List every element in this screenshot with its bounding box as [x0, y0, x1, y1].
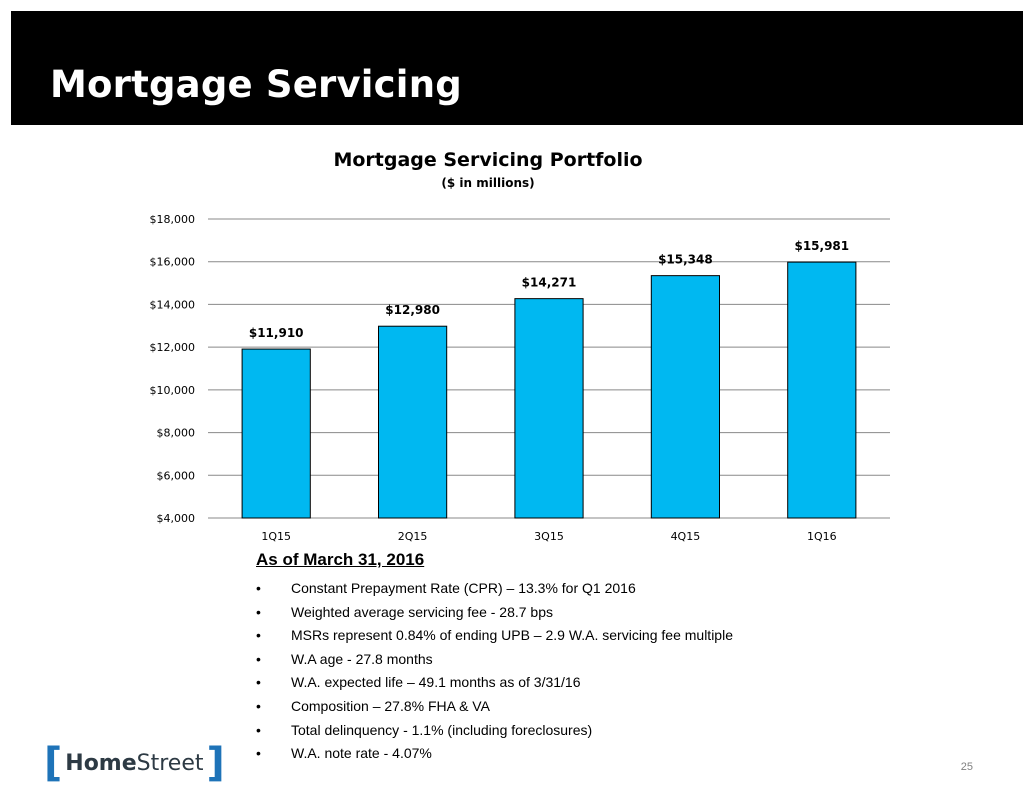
x-tick-label: 4Q15 — [671, 530, 701, 543]
y-tick-label: $16,000 — [150, 256, 196, 269]
y-tick-label: $10,000 — [150, 384, 196, 397]
list-item-text: W.A age - 27.8 months — [291, 650, 433, 667]
list-item-text: W.A. note rate - 4.07% — [291, 745, 432, 762]
bullet-mark: • — [256, 580, 261, 596]
bullet-mark: • — [256, 627, 261, 644]
x-tick-label: 1Q15 — [261, 530, 291, 543]
data-label: $15,348 — [658, 253, 713, 267]
y-tick-label: $6,000 — [157, 469, 196, 482]
list-item-text: Weighted average servicing fee - 28.7 bp… — [291, 603, 554, 620]
list-item: • W.A. note rate - 4.07% — [256, 742, 956, 766]
bars — [241, 261, 857, 519]
list-item: • Composition – 27.8% FHA & VA — [256, 695, 956, 719]
chart-title: Mortgage Servicing Portfolio — [333, 149, 642, 171]
bar — [241, 348, 311, 519]
data-label: $15,981 — [794, 239, 849, 253]
logo-text: HomeStreet — [65, 750, 204, 776]
y-axis-ticks: $4,000 $6,000 $8,000 $10,000 $12,000 $14,000 $… — [150, 213, 196, 525]
page-title: Mortgage Servicing — [50, 63, 462, 106]
y-tick-label: $18,000 — [150, 213, 196, 226]
list-item-text: W.A. expected life – 49.1 months as of 3… — [291, 674, 581, 691]
bar — [378, 325, 448, 519]
list-item-text: MSRs represent 0.84% of ending UPB – 2.9… — [291, 627, 733, 644]
data-label: $11,910 — [249, 326, 304, 340]
list-item: • Weighted average servicing fee - 28.7 b… — [256, 601, 956, 625]
logo-right-bracket: ] — [206, 740, 225, 786]
list-item-text: Composition – 27.8% FHA & VA — [291, 697, 490, 714]
logo-left-bracket: [ — [44, 740, 63, 786]
list-item-text: Constant Prepayment Rate (CPR) – 13.3% f… — [291, 580, 636, 596]
data-labels: $11,910 $12,980 $14,271 $15,348 $15,981 — [249, 239, 849, 340]
list-item: • W.A. expected life – 49.1 months as of … — [256, 671, 956, 695]
bullet-mark: • — [256, 603, 261, 620]
bar — [650, 275, 720, 519]
homestreet-logo: [ HomeStreet ] — [44, 740, 225, 786]
x-tick-label: 1Q16 — [807, 530, 837, 543]
y-tick-label: $8,000 — [157, 427, 196, 440]
data-label: $12,980 — [385, 303, 440, 317]
list-item: • Total delinquency - 1.1% (including for… — [256, 719, 956, 743]
list-item: • W.A age - 27.8 months — [256, 648, 956, 672]
notes-section: As of March 31, 2016 • Constant Prepaymen… — [256, 550, 956, 766]
data-label: $14,271 — [522, 276, 577, 290]
x-tick-label: 3Q15 — [534, 530, 564, 543]
chart-subtitle: ($ in millions) — [441, 176, 534, 190]
bar — [787, 261, 857, 519]
bullet-mark: • — [256, 674, 261, 691]
x-tick-label: 2Q15 — [398, 530, 428, 543]
notes-heading: As of March 31, 2016 — [256, 550, 425, 569]
list-item: • MSRs represent 0.84% of ending UPB – 2.… — [256, 624, 956, 648]
bar-chart: Mortgage Servicing Portfolio ($ in milli… — [150, 149, 890, 543]
list-item-text: Total delinquency - 1.1% (including fore… — [291, 721, 593, 738]
x-axis-ticks: 1Q15 2Q15 3Q15 4Q15 1Q16 — [261, 530, 836, 543]
y-tick-label: $12,000 — [150, 341, 196, 354]
notes-list: • Constant Prepayment Rate (CPR) – 13.3% … — [256, 577, 956, 766]
bullet-mark: • — [256, 721, 261, 738]
bullet-mark: • — [256, 697, 261, 714]
bullet-mark: • — [256, 745, 261, 762]
title-bar — [11, 11, 1023, 125]
y-tick-label: $14,000 — [150, 298, 196, 311]
bar — [514, 298, 584, 519]
list-item: • Constant Prepayment Rate (CPR) – 13.3% … — [256, 577, 956, 601]
bullet-mark: • — [256, 650, 261, 667]
page-number: 25 — [960, 761, 973, 773]
y-tick-label: $4,000 — [157, 512, 196, 525]
